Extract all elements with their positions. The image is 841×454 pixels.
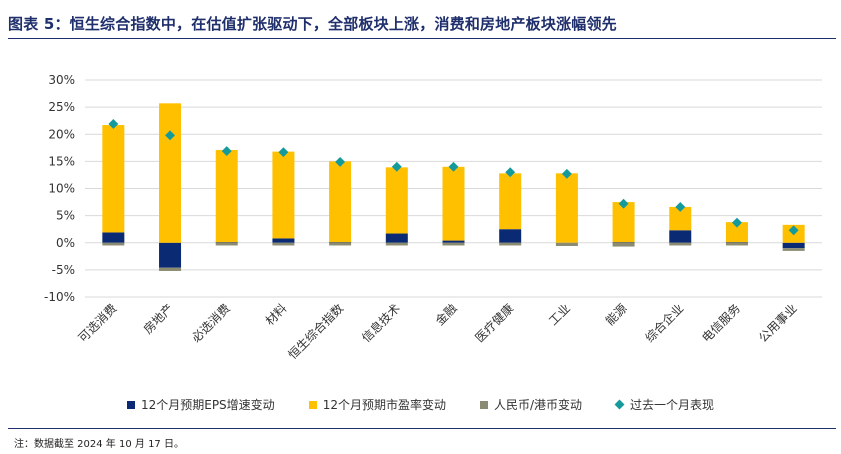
x-tick-label: 材料 [263,301,290,328]
performance-marker [278,147,289,158]
performance-marker [675,201,686,212]
y-tick-label: -10% [44,290,75,304]
performance-marker [448,161,459,172]
bar-segment-pe [159,103,182,243]
legend-swatch-fx [479,400,488,409]
footer-divider [8,428,836,429]
x-tick-label: 医疗健康 [472,301,517,346]
x-tick-label: 能源 [603,301,630,328]
x-tick-label: 工业 [546,301,573,328]
x-tick-label: 恒生综合指数 [285,301,347,363]
bar-segment-eps [442,240,465,243]
bar-segment-eps [215,242,238,244]
bar-segment-eps [272,238,295,243]
bar-segment-fx [272,242,295,246]
bar-segment-fx [102,242,125,246]
y-tick-label: 5% [56,209,75,223]
legend-diamond-icon [614,399,625,410]
x-tick-label: 必选消费 [189,301,233,345]
bar-segment-pe [215,149,238,243]
bar-segment-fx [442,242,465,246]
performance-marker [788,225,799,236]
bar-segment-fx [782,248,805,251]
bar-segment-eps [669,230,692,243]
bar-segment-eps [102,232,125,243]
bar-segment-fx [385,242,408,246]
performance-marker [221,146,232,157]
bar-segment-pe [272,151,295,239]
legend-item-fx: 人民币/港币变动 [479,396,583,413]
legend-label-total: 过去一个月表现 [630,398,715,412]
bar-segment-eps [782,242,805,249]
chart-title: 图表 5：恒生综合指数中，在估值扩张驱动下，全部板块上涨，消费和房地产板块涨幅领… [8,15,617,33]
bar-segment-pe [669,206,692,231]
bar-segment-eps [612,242,635,244]
bar-segment-pe [442,166,465,241]
y-tick-label: 30% [48,73,75,87]
legend-label-fx: 人民币/港币变动 [493,398,583,412]
legend-item-pe: 12个月预期市盈率变动 [308,396,446,413]
bar-segment-pe [499,173,522,230]
performance-marker [335,156,346,167]
bar-segment-fx [499,242,522,246]
y-tick-label: 15% [48,154,75,168]
title-divider [8,38,836,39]
performance-marker [165,130,175,141]
performance-marker [732,217,742,228]
x-tick-label: 金融 [432,301,460,329]
y-tick-label: 0% [56,236,75,250]
bar-segment-fx [215,242,238,246]
performance-marker [108,118,119,129]
bar-segment-eps [329,242,352,244]
performance-marker [505,167,516,178]
chart-legend: 12个月预期EPS增速变动 12个月预期市盈率变动 人民币/港币变动 过去一个月… [0,396,841,413]
bar-segment-pe [612,202,635,243]
y-tick-label: 20% [48,127,75,141]
x-tick-label: 电信服务 [699,301,744,346]
bar-segment-pe [725,222,748,243]
bar-segment-fx [612,242,635,247]
bar-segment-eps [725,242,748,244]
legend-swatch-eps [126,400,135,409]
bar-segment-fx [555,242,578,247]
x-tick-label: 可选消费 [76,301,120,345]
legend-swatch-pe [308,400,317,409]
legend-label-eps: 12个月预期EPS增速变动 [140,398,275,412]
footnote: 注：数据截至 2024 年 10 月 17 日。 [14,439,184,450]
bar-segment-pe [555,173,578,243]
legend-label-pe: 12个月预期市盈率变动 [322,398,446,412]
bar-segment-pe [329,161,352,243]
bar-segment-fx [725,242,748,246]
bar-segment-fx [669,242,692,246]
y-tick-label: 25% [48,100,75,114]
legend-item-total: 过去一个月表现 [614,396,715,413]
performance-marker [391,161,402,172]
legend-item-eps: 12个月预期EPS增速变动 [126,396,275,413]
bar-segment-eps [385,233,408,243]
x-tick-label: 综合企业 [642,301,687,346]
bar-segment-fx [159,267,182,271]
bar-segment-pe [385,167,408,234]
bar-segment-eps [159,242,182,268]
y-tick-label: -5% [52,263,75,277]
bar-segment-fx [329,242,352,246]
bar-segment-eps [499,229,522,243]
performance-marker [618,198,629,209]
x-tick-label: 公用事业 [756,301,800,345]
y-tick-label: 10% [48,182,75,196]
bar-segment-pe [102,125,125,233]
x-tick-label: 信息技术 [358,301,403,346]
performance-marker [561,168,572,179]
stacked-bar-chart: -10% -5% 0% 5% 10% 15% 20% 25% 30% 可选消费 房地产 必选消费 材料恒… [44,73,822,363]
x-tick-label: 房地产 [140,301,176,337]
